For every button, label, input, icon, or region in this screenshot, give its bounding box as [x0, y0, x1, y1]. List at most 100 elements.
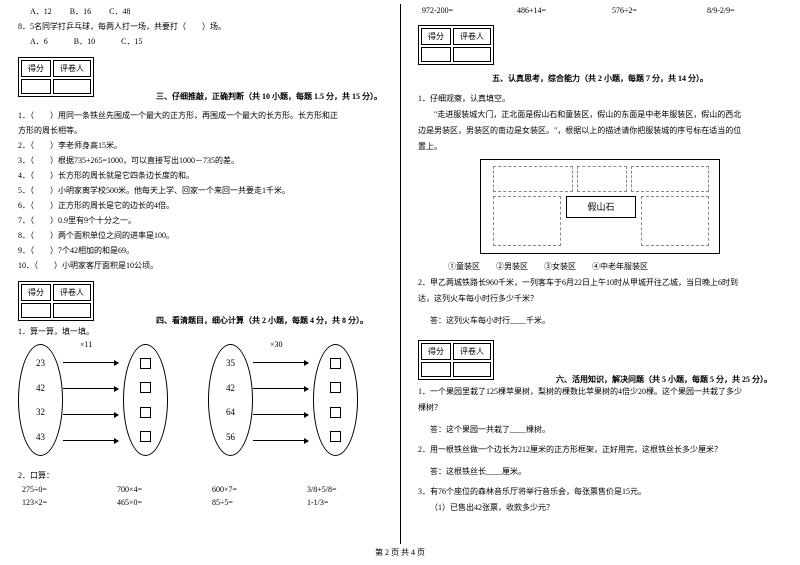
- oval-b-left: 35 42 64 56: [208, 344, 253, 456]
- left-column: A．12 B．16 C．48 8．5名同学打乒乓球，每两人打一场，共要打（ ）场…: [0, 0, 400, 545]
- blank-box: [140, 358, 151, 369]
- judge-1b: 方形的周长相等。: [18, 125, 382, 137]
- calc: 972-200=: [422, 6, 492, 15]
- q8-text: 8．5名同学打乒乓球，每两人打一场，共要打（ ）场。: [18, 21, 382, 33]
- q4-2: 2．口算：: [18, 470, 382, 482]
- calc: 486+14=: [517, 6, 587, 15]
- oval-group-a: ×11 23 42 32 43: [18, 344, 168, 464]
- judge-1a: 1．（ ）用同一条铁丝先围成一个最大的正方形，再围成一个最大的长方形。长方形和正: [18, 110, 382, 122]
- arrow: [63, 388, 118, 389]
- section-3-title: 三、仔细推敲，正确判断（共 10 小题，每题 1.5 分，共 15 分）。: [156, 91, 382, 102]
- opt-c: C．48: [109, 7, 130, 16]
- calc: 123×2=: [22, 498, 92, 507]
- opt-a: A．6: [30, 37, 48, 46]
- grader-label: 评卷人: [453, 343, 491, 360]
- oval-a-left: 23 42 32 43: [18, 344, 63, 456]
- blank-box: [140, 382, 151, 393]
- oval-b-right: [313, 344, 358, 456]
- ans-5-2: 答：这列火车每小时行____千米。: [430, 315, 782, 326]
- judge-9: 9．（ ）7个42相加的和是69。: [18, 245, 382, 257]
- num: 64: [226, 407, 235, 417]
- arrow: [253, 440, 308, 441]
- judge-10: 10．（ ）小明家客厅面积是10公顷。: [18, 260, 382, 272]
- arrow: [253, 388, 308, 389]
- q6-3b: （1）已售出42张票，收款多少元？: [430, 501, 782, 514]
- calc-row-1: 275÷0= 700×4= 600×7= 3/8+5/8=: [22, 485, 382, 494]
- section-5-title: 五、认真思考，综合能力（共 2 小题，每题 7 分，共 14 分）。: [418, 73, 782, 84]
- judge-8: 8．（ ）两个面积单位之间的进率是100。: [18, 230, 382, 242]
- judge-7: 7．（ ）0.9里有9个十分之一。: [18, 215, 382, 227]
- score-label: 得分: [21, 284, 51, 301]
- grader-label: 评卷人: [53, 60, 91, 77]
- floor-plan: 假山石: [480, 159, 720, 254]
- q6-1b: 棵树？: [418, 401, 782, 414]
- calc: 275÷0=: [22, 485, 92, 494]
- top-calc-row: 972-200= 486+14= 576÷2= 8/9-2/9=: [422, 6, 782, 15]
- calc: 465×0=: [117, 498, 187, 507]
- right-column: 972-200= 486+14= 576÷2= 8/9-2/9= 得分 评卷人 …: [400, 0, 800, 545]
- q5-1b: "走进服装城大门，正北面是假山石和童装区，假山的东面是中老年服装区，假山的西北: [418, 108, 782, 121]
- score-box-4: 得分 评卷人: [18, 281, 94, 321]
- calc: 8/9-2/9=: [707, 6, 777, 15]
- judge-4: 4．（ ）长方形的周长就是它四条边长度的和。: [18, 170, 382, 182]
- num: 32: [36, 407, 45, 417]
- section-6-title: 六、活用知识，解决问题（共 5 小题，每题 5 分，共 25 分）。: [556, 374, 772, 385]
- score-label: 得分: [421, 343, 451, 360]
- score-box-6: 得分 评卷人: [418, 340, 494, 380]
- q6-3a: 3．有76个座位的森林音乐厅将举行音乐会，每张票售价是15元。: [418, 485, 782, 498]
- arrow: [63, 362, 118, 363]
- q6-1a: 1．一个果园里栽了125棵苹果树，梨树的棵数比苹果树的4倍少20棵。这个果园一共…: [418, 385, 782, 398]
- blank-box: [330, 382, 341, 393]
- q8-options: A．6 B．10 C．15: [30, 36, 382, 48]
- oval-a-right: [123, 344, 168, 456]
- arrow: [253, 362, 308, 363]
- calc-row-2: 123×2= 465×0= 85÷5= 1-1/3=: [22, 498, 382, 507]
- q5-1c: 边是男装区，男装区的南边是女装区。"，根据以上的描述请你把服装城的序号标在适当的…: [418, 124, 782, 137]
- blank-box: [330, 358, 341, 369]
- q5-1a: 1．仔细观察，认真填空。: [418, 92, 782, 105]
- score-box-5: 得分 评卷人: [418, 25, 494, 65]
- score-label: 得分: [421, 28, 451, 45]
- q5-1d: 置上。: [418, 140, 782, 153]
- num: 43: [36, 432, 45, 442]
- opt-a: A．12: [30, 7, 52, 16]
- ans-6-1: 答：这个果园一共栽了____棵树。: [430, 424, 782, 435]
- judge-3: 3．（ ）根据735+265=1000，可以直接写出1000－735的差。: [18, 155, 382, 167]
- blank-box: [330, 407, 341, 418]
- oval-diagrams: ×11 23 42 32 43: [18, 344, 382, 464]
- zone-options: ①童装区 ②男装区 ③女装区 ④中老年服装区: [448, 260, 782, 273]
- room-e: [641, 196, 709, 246]
- q4-1: 1．算一算，填一填。: [18, 326, 382, 338]
- room-w: [493, 196, 561, 246]
- score-label: 得分: [21, 60, 51, 77]
- room-ne: [631, 166, 709, 192]
- judge-6: 6．（ ）正方形的周长是它的边长的4倍。: [18, 200, 382, 212]
- arrow: [253, 414, 308, 415]
- q6-2: 2．用一根铁丝做一个边长为212厘米的正方形框架，正好用完，这根铁丝长多少厘米？: [418, 443, 782, 456]
- arrow: [63, 414, 118, 415]
- mult-label-a: ×11: [80, 340, 92, 349]
- arrow: [63, 440, 118, 441]
- mult-label-b: ×30: [270, 340, 283, 349]
- num: 35: [226, 358, 235, 368]
- column-divider: [400, 4, 401, 544]
- q7-options: A．12 B．16 C．48: [30, 6, 382, 18]
- calc: 600×7=: [212, 485, 282, 494]
- judge-2: 2．（ ）李老师身高15米。: [18, 140, 382, 152]
- blank-box: [140, 407, 151, 418]
- judge-5: 5．（ ）小明家离学校500米。他每天上学、回家一个来回一共要走1千米。: [18, 185, 382, 197]
- opt-b: B．16: [70, 7, 91, 16]
- q5-2a: 2．甲乙两城铁路长960千米，一列客车于6月22日上午10时从甲城开往乙城，当日…: [418, 276, 782, 289]
- calc: 576÷2=: [612, 6, 682, 15]
- grader-label: 评卷人: [53, 284, 91, 301]
- num: 23: [36, 358, 45, 368]
- calc: 700×4=: [117, 485, 187, 494]
- num: 56: [226, 432, 235, 442]
- room-nw: [493, 166, 573, 192]
- rock-label: 假山石: [566, 196, 636, 218]
- blank-box: [140, 431, 151, 442]
- num: 42: [226, 383, 235, 393]
- grader-label: 评卷人: [453, 28, 491, 45]
- calc: 85÷5=: [212, 498, 282, 507]
- blank-box: [330, 431, 341, 442]
